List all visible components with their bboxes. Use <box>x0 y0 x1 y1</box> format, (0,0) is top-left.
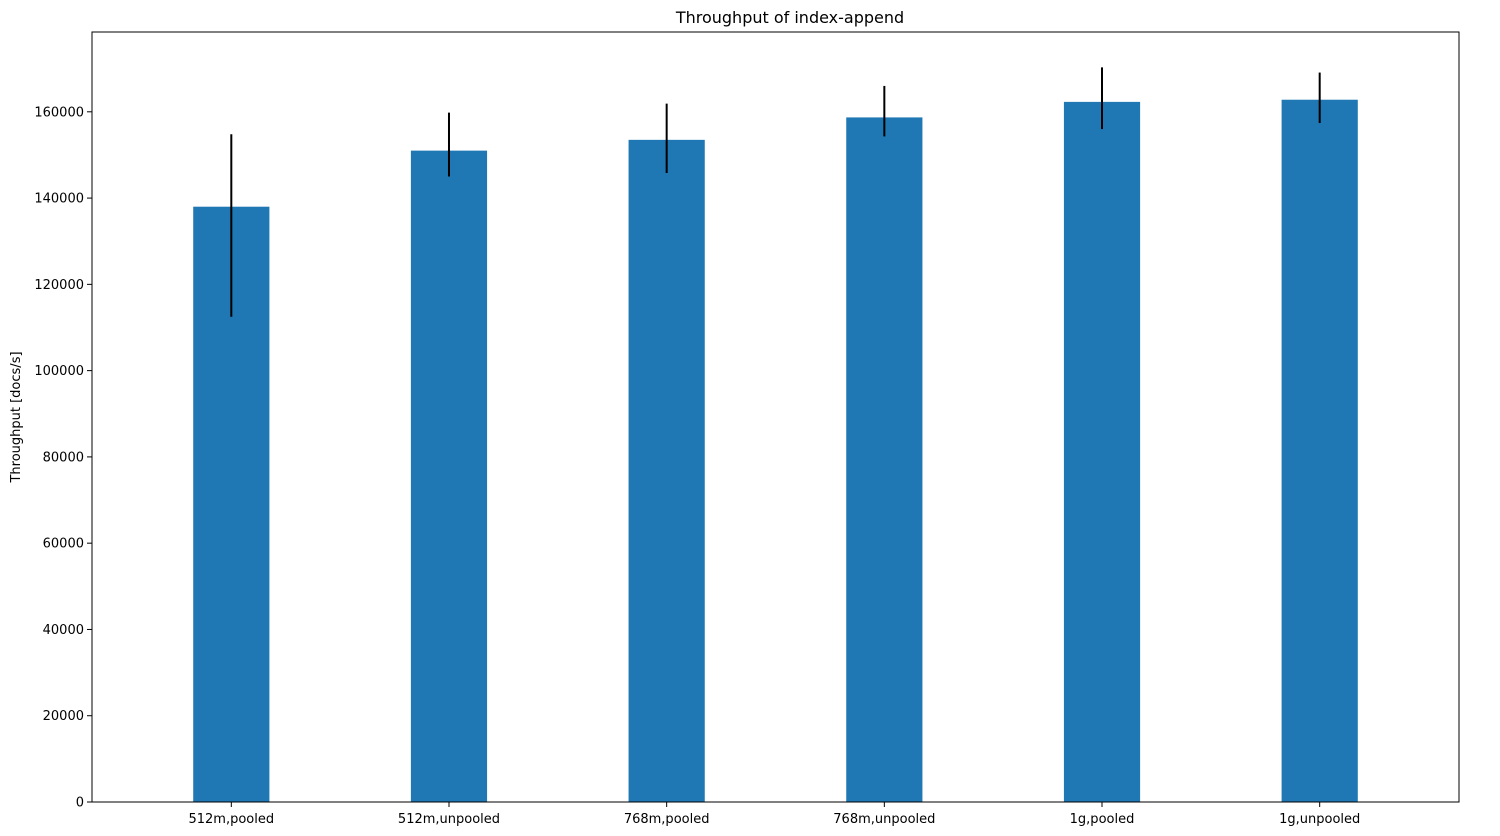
y-tick-label-1: 20000 <box>43 709 84 724</box>
y-tick-label-5: 100000 <box>34 364 84 379</box>
y-tick-label-7: 140000 <box>34 192 84 207</box>
x-tick-label-5: 1g,unpooled <box>1279 812 1360 827</box>
y-tick-label-3: 60000 <box>43 537 84 552</box>
plot-frame <box>91 31 1460 803</box>
y-tick-label-0: 0 <box>76 796 84 811</box>
x-tick-label-1: 512m,unpooled <box>398 812 500 827</box>
bar-5 <box>1281 99 1358 803</box>
x-tick-label-3: 768m,unpooled <box>833 812 935 827</box>
y-tick-label-2: 40000 <box>43 623 84 638</box>
bars-group <box>193 99 1358 803</box>
y-axis-label: Throughput [docs/s] <box>9 351 24 483</box>
y-axis: 0 20000 40000 60000 80000 100000 120000 140000 1… <box>34 105 92 811</box>
x-tick-label-0: 512m,pooled <box>188 812 274 827</box>
x-tick-label-2: 768m,pooled <box>624 812 710 827</box>
y-tick-label-6: 120000 <box>34 278 84 293</box>
chart-title: Throughput of index-append <box>675 8 904 27</box>
bar-2 <box>628 139 705 802</box>
y-tick-label-4: 80000 <box>43 450 84 465</box>
bar-3 <box>846 117 923 803</box>
y-tick-label-8: 160000 <box>34 105 84 120</box>
error-bars-group <box>230 67 1321 317</box>
bar-1 <box>410 150 488 803</box>
bar-4 <box>1063 101 1141 803</box>
x-axis: 512m,pooled 512m,unpooled 768m,pooled 768m,… <box>188 802 1360 827</box>
x-tick-label-4: 1g,pooled <box>1070 812 1135 827</box>
